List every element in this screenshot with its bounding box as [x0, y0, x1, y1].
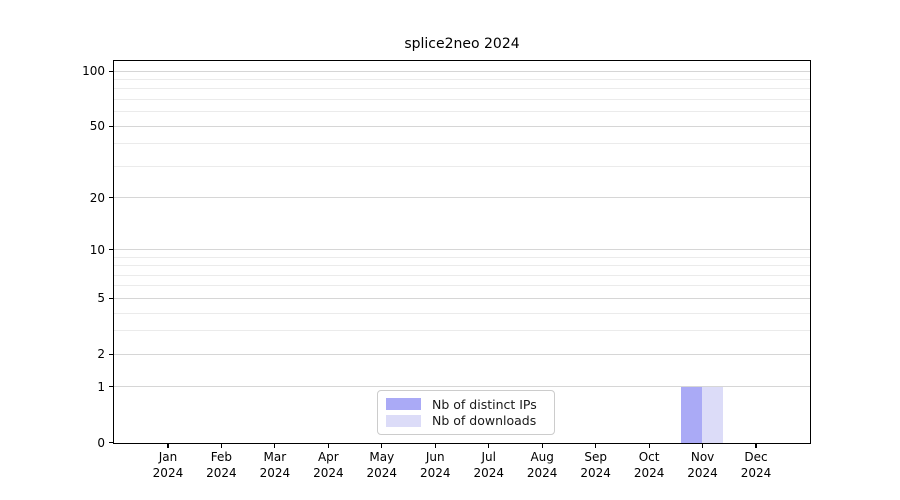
gridline-major	[114, 249, 810, 251]
x-tick-mark	[755, 444, 757, 448]
x-tick-label: Nov 2024	[687, 450, 718, 480]
chart-title: splice2neo 2024	[404, 36, 520, 52]
legend-swatch-nb-of-downloads	[386, 414, 421, 427]
x-tick-label: Feb 2024	[206, 450, 237, 480]
x-tick-mark	[595, 444, 597, 448]
gridline-major	[114, 353, 810, 355]
x-tick-label: Jun 2024	[419, 450, 451, 480]
x-tick-label: May 2024	[366, 450, 398, 480]
y-tick-mark	[109, 125, 113, 127]
x-tick-label: Sep 2024	[580, 450, 611, 480]
legend-label: Nb of downloads	[432, 413, 537, 429]
plot-area	[113, 60, 811, 444]
bar-nb-of-downloads	[702, 387, 724, 443]
x-tick-mark	[488, 444, 490, 448]
y-tick-label: 5	[97, 291, 105, 306]
gridline-minor	[114, 274, 810, 276]
gridline-minor	[114, 99, 810, 101]
y-tick-label: 100	[82, 64, 105, 79]
x-tick-label: Mar 2024	[259, 450, 291, 480]
x-tick-mark	[220, 444, 222, 448]
x-tick-mark	[701, 444, 704, 448]
x-tick-label: Jul 2024	[473, 450, 504, 480]
gridline-minor	[114, 312, 810, 314]
bar-nb-of-distinct-ips	[680, 387, 703, 443]
gridline-minor	[114, 265, 810, 267]
x-tick-label: Apr 2024	[313, 450, 344, 480]
y-tick-mark	[109, 70, 113, 72]
legend: Nb of distinct IPs Nb of downloads	[377, 390, 555, 435]
legend-row: Nb of distinct IPs	[386, 397, 545, 412]
y-tick-mark	[109, 386, 113, 388]
y-tick-mark	[109, 249, 113, 251]
x-tick-label: Dec 2024	[740, 450, 772, 480]
x-tick-mark	[648, 444, 650, 448]
legend-swatch-nb-of-distinct-ips	[386, 398, 421, 411]
gridline-minor	[114, 88, 810, 90]
x-tick-mark	[434, 444, 436, 448]
gridline-minor	[114, 143, 810, 145]
x-tick-mark	[167, 444, 169, 448]
y-tick-label: 20	[89, 190, 105, 205]
x-tick-mark	[541, 444, 543, 448]
x-tick-label: Aug 2024	[526, 450, 558, 480]
gridline-minor	[114, 79, 810, 81]
gridline-minor	[114, 165, 810, 167]
legend-row: Nb of downloads	[386, 413, 545, 428]
x-tick-mark	[381, 444, 383, 448]
x-tick-mark	[274, 444, 276, 448]
y-tick-mark	[109, 297, 113, 299]
y-tick-label: 50	[89, 119, 105, 134]
gridline-minor	[114, 256, 810, 258]
y-tick-label: 2	[97, 347, 105, 362]
y-tick-label: 0	[97, 435, 105, 450]
gridline-major	[114, 70, 810, 72]
legend-label: Nb of distinct IPs	[432, 396, 537, 412]
gridline-major	[114, 125, 810, 127]
y-tick-mark	[109, 353, 113, 355]
y-tick-mark	[109, 196, 113, 199]
y-tick-mark	[109, 441, 113, 444]
gridline-minor	[114, 285, 810, 287]
gridline-major	[114, 297, 810, 299]
gridline-minor	[114, 111, 810, 113]
y-tick-label: 10	[89, 242, 105, 257]
y-tick-label: 1	[97, 379, 105, 394]
gridline-major	[114, 386, 810, 388]
x-tick-label: Jan 2024	[152, 450, 184, 480]
x-tick-mark	[327, 444, 329, 448]
gridline-major	[114, 197, 810, 199]
x-tick-label: Oct 2024	[633, 450, 665, 480]
gridline-minor	[114, 330, 810, 332]
